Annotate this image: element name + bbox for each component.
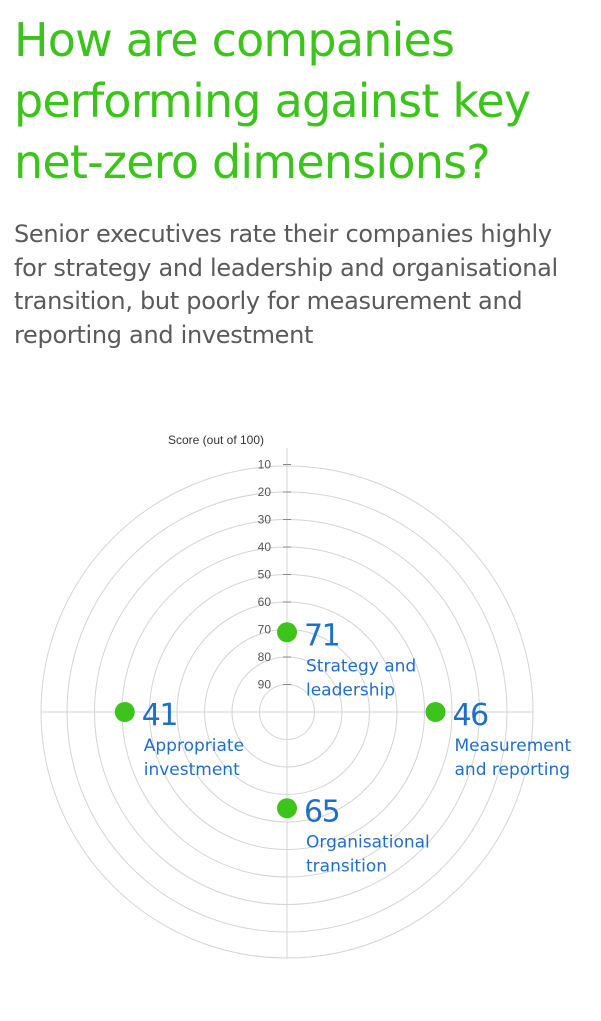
dimension-label-right: and reporting: [455, 760, 571, 780]
ring-tick-label: 40: [258, 540, 272, 554]
data-points: 71 Strategy and leadership 46 Measurement and…: [114, 618, 572, 876]
dimension-label-left: Appropriate: [144, 736, 244, 756]
score-label-top: 71: [304, 618, 339, 653]
dimension-label-left: investment: [144, 760, 240, 780]
ring-tick-label: 30: [258, 513, 272, 527]
dimension-label-right: Measurement: [455, 736, 572, 756]
dimension-label-bottom: transition: [306, 856, 387, 876]
data-point-bottom: [277, 798, 297, 819]
score-label-bottom: 65: [304, 794, 339, 829]
ring-tick-label: 10: [258, 458, 272, 472]
page-title: How are companies performing against key…: [14, 13, 531, 189]
ring-tick-label: 90: [258, 678, 272, 692]
ring-tick-label: 70: [258, 623, 272, 637]
dimension-label-top: leadership: [306, 680, 395, 700]
ring-tick-label: 50: [258, 568, 272, 582]
axis-title: Score (out of 100): [168, 433, 264, 447]
ring-tick-label: 60: [258, 595, 272, 609]
radar-chart: Score (out of 100) 10 20 30 40 50 60 70 80 90 71…: [40, 433, 572, 959]
ring-tick-labels: 10 20 30 40 50 60 70 80 90: [258, 458, 291, 692]
dimension-label-bottom: Organisational: [306, 832, 430, 852]
data-point-left: [114, 702, 135, 722]
data-point-right: [425, 702, 446, 722]
ring-tick-label: 80: [258, 650, 272, 664]
page-subtitle: Senior executives rate their companies h…: [14, 220, 558, 349]
score-label-right: 46: [453, 698, 489, 733]
score-label-left: 41: [142, 698, 177, 733]
dimension-label-top: Strategy and: [306, 656, 416, 676]
data-point-top: [277, 622, 297, 643]
ring-tick-label: 20: [258, 485, 272, 499]
